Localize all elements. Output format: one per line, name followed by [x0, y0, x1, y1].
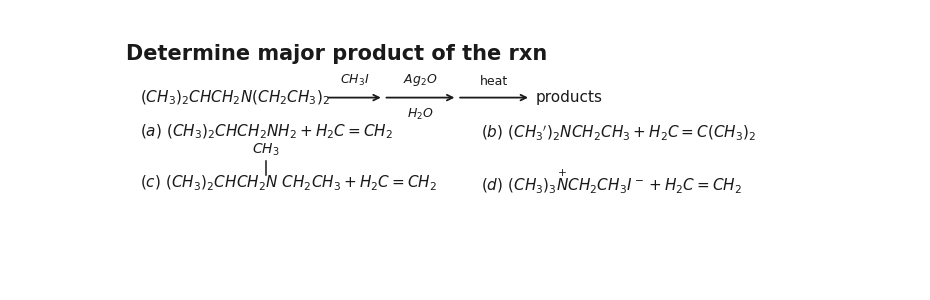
- Text: products: products: [536, 90, 603, 105]
- Text: $(d)\ (CH_3)_3\overset{+}{N}CH_2CH_3I^- + H_2C = CH_2$: $(d)\ (CH_3)_3\overset{+}{N}CH_2CH_3I^- …: [481, 168, 741, 196]
- Text: $CH_3$: $CH_3$: [252, 141, 280, 158]
- Text: Determine major product of the rxn: Determine major product of the rxn: [126, 44, 547, 64]
- Text: $H_2O$: $H_2O$: [407, 107, 433, 122]
- Text: $Ag_2O$: $Ag_2O$: [404, 72, 438, 88]
- Text: $(a)\ (CH_3)_2CHCH_2NH_2 + H_2C = CH_2$: $(a)\ (CH_3)_2CHCH_2NH_2 + H_2C = CH_2$: [140, 123, 392, 141]
- Text: $CH_3I$: $CH_3I$: [339, 73, 369, 88]
- Text: $(CH_3)_2CHCH_2N(CH_2CH_3)_2$: $(CH_3)_2CHCH_2N(CH_2CH_3)_2$: [140, 88, 329, 107]
- Text: $(b)\ (CH_3{}^{\prime})_2NCH_2CH_3 + H_2C = C(CH_3)_2$: $(b)\ (CH_3{}^{\prime})_2NCH_2CH_3 + H_2…: [481, 123, 756, 142]
- Text: $(c)\ (CH_3)_2CHCH_2\overset{}{N}\ CH_2CH_3 + H_2C = CH_2$: $(c)\ (CH_3)_2CHCH_2\overset{}{N}\ CH_2C…: [140, 172, 436, 193]
- Text: heat: heat: [480, 75, 508, 88]
